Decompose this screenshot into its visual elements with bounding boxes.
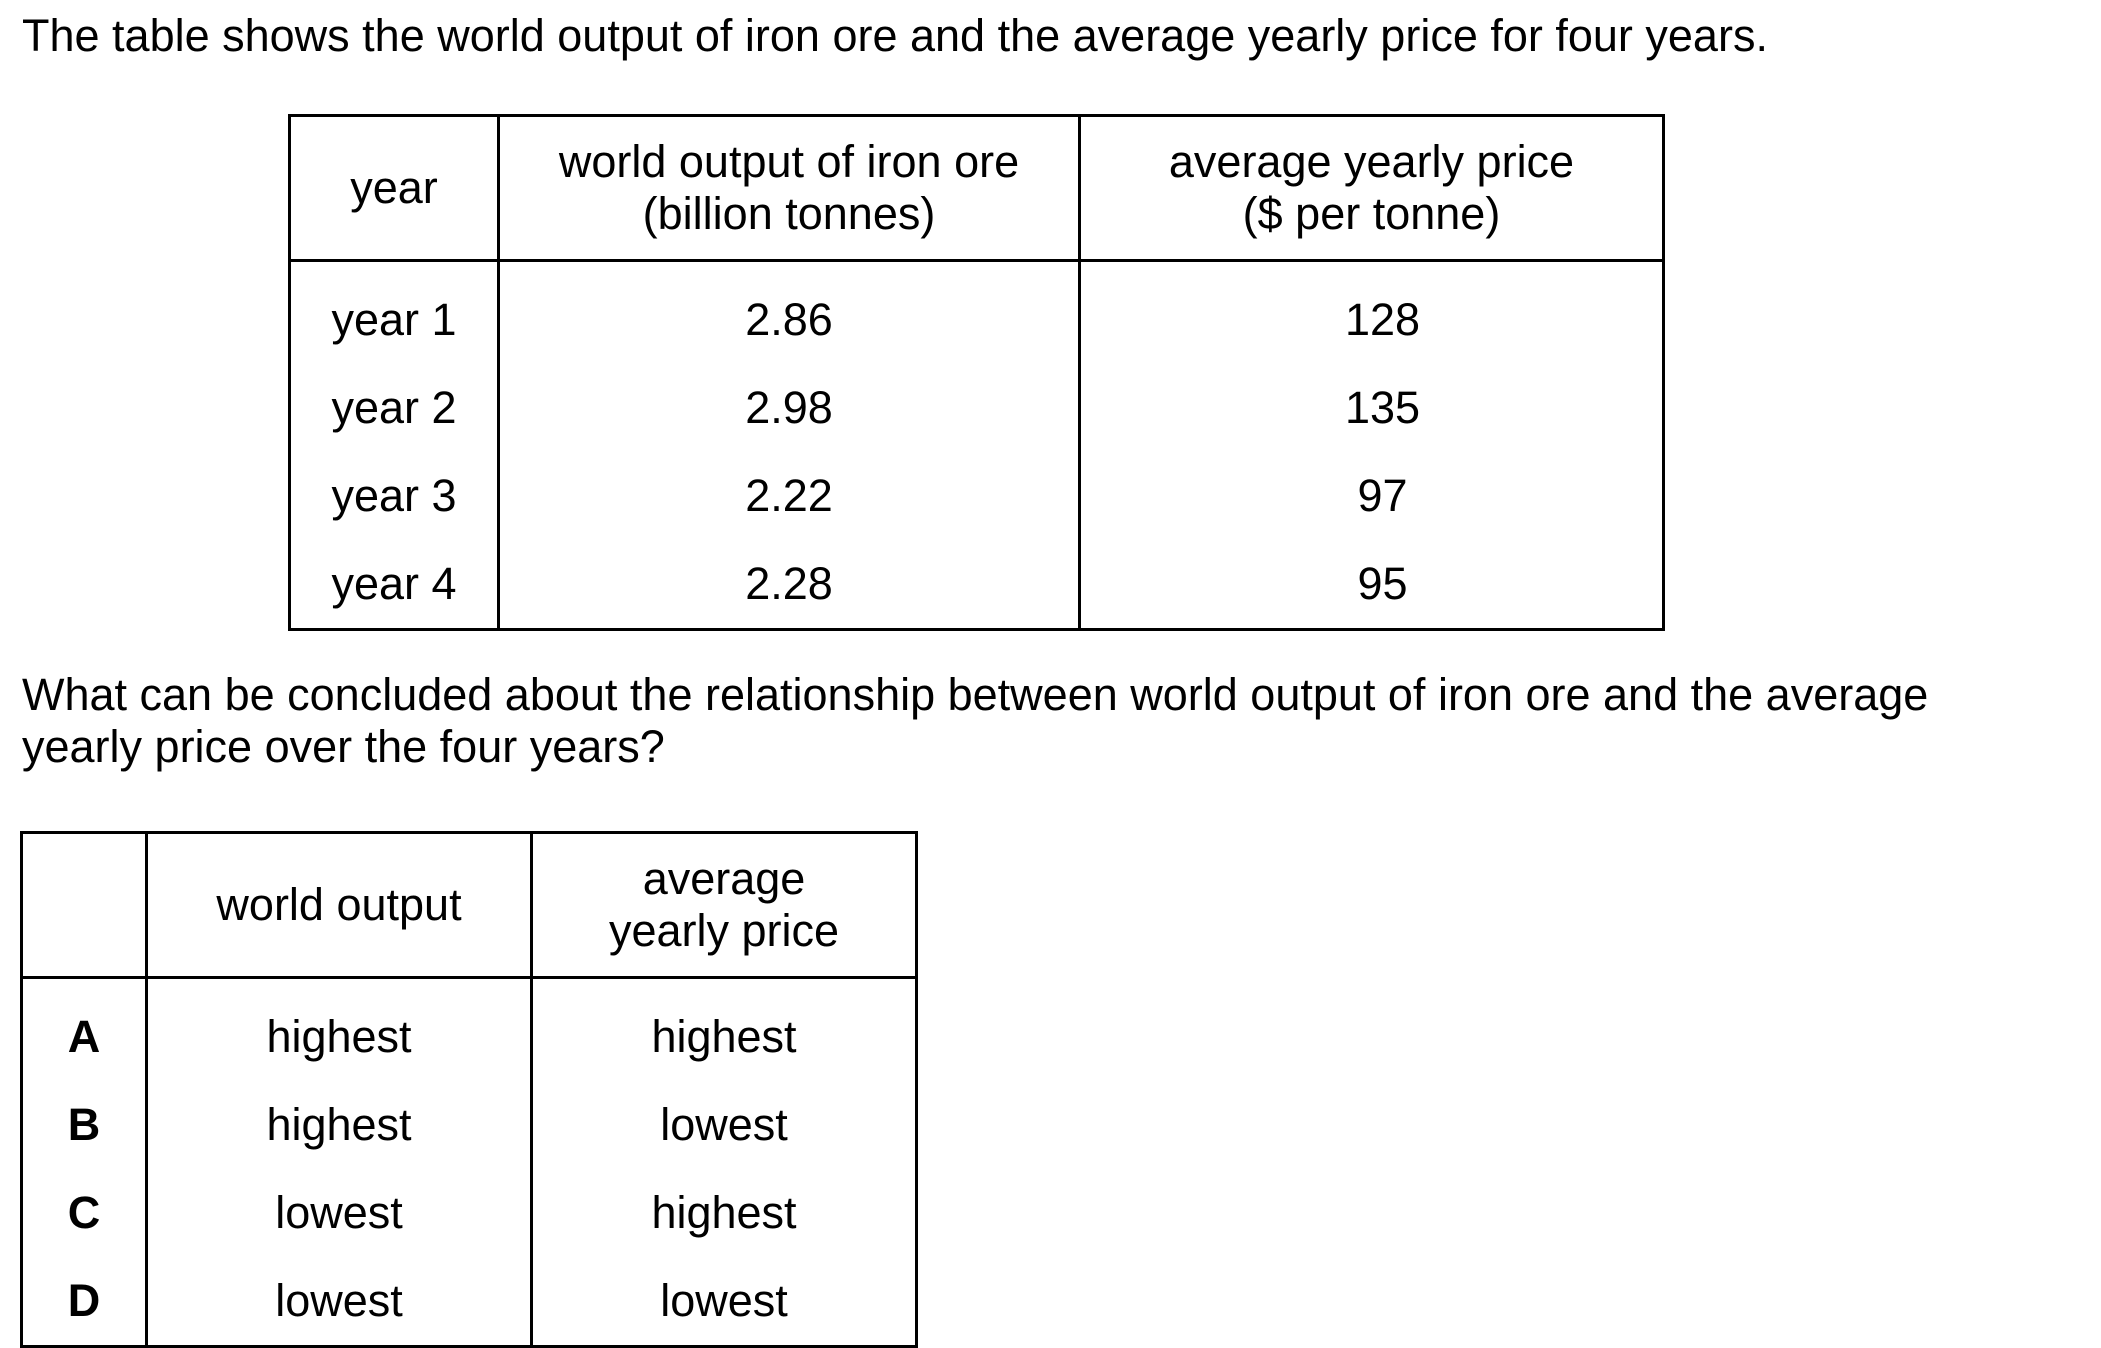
option-row-b[interactable]: B highest lowest [21, 1081, 917, 1169]
price-cell: 97 [1357, 470, 1408, 521]
option-output: lowest [146, 1257, 533, 1347]
table-row: year 1 2.86 128 [289, 260, 1664, 364]
table-header-row: year world output of iron ore (billion t… [289, 115, 1664, 262]
table-row: year 4 2.28 95 [289, 540, 1664, 630]
year-cell: year 2 [289, 364, 500, 452]
header-year: year [289, 115, 500, 262]
option-price: lowest [660, 1275, 788, 1326]
output-cell: 2.86 [498, 260, 1081, 364]
year-cell: year 1 [289, 260, 500, 364]
header-world-output: world output of iron ore (billion tonnes… [498, 115, 1081, 262]
options-header-row: world output average yearly price [21, 832, 917, 979]
price-cell: 128 [1344, 294, 1421, 345]
header-option-letter [21, 832, 148, 979]
option-price: highest [651, 1187, 797, 1238]
option-letter: A [21, 977, 148, 1081]
output-cell: 2.98 [498, 364, 1081, 452]
answer-options-table: world output average yearly price A high… [20, 831, 918, 1348]
question-line-2: yearly price over the four years? [22, 721, 665, 772]
option-letter: D [21, 1257, 148, 1347]
table-row: year 2 2.98 135 [289, 364, 1664, 452]
option-output: lowest [146, 1169, 533, 1257]
option-row-c[interactable]: C lowest highest [21, 1169, 917, 1257]
option-output: highest [146, 977, 533, 1081]
option-letter: C [21, 1169, 148, 1257]
header-average-price: average yearly price ($ per tonne) [1079, 115, 1664, 262]
option-price: highest [651, 1011, 797, 1062]
year-cell: year 3 [289, 452, 500, 540]
year-cell: year 4 [289, 540, 500, 630]
output-cell: 2.22 [498, 452, 1081, 540]
option-price: lowest [660, 1099, 788, 1150]
option-row-d[interactable]: D lowest lowest [21, 1257, 917, 1347]
option-output: highest [146, 1081, 533, 1169]
header-average-yearly-price: average yearly price [531, 832, 917, 979]
table-row: year 3 2.22 97 [289, 452, 1664, 540]
output-cell: 2.28 [498, 540, 1081, 630]
iron-ore-data-table: year world output of iron ore (billion t… [288, 114, 1665, 631]
question-text: What can be concluded about the relation… [22, 669, 2072, 773]
price-cell: 135 [1344, 382, 1421, 433]
option-letter: B [21, 1081, 148, 1169]
option-row-a[interactable]: A highest highest [21, 977, 917, 1081]
question-line-1: What can be concluded about the relation… [22, 669, 1929, 720]
intro-text: The table shows the world output of iron… [22, 10, 1768, 61]
price-cell: 95 [1357, 558, 1408, 609]
header-world-output: world output [146, 832, 533, 979]
